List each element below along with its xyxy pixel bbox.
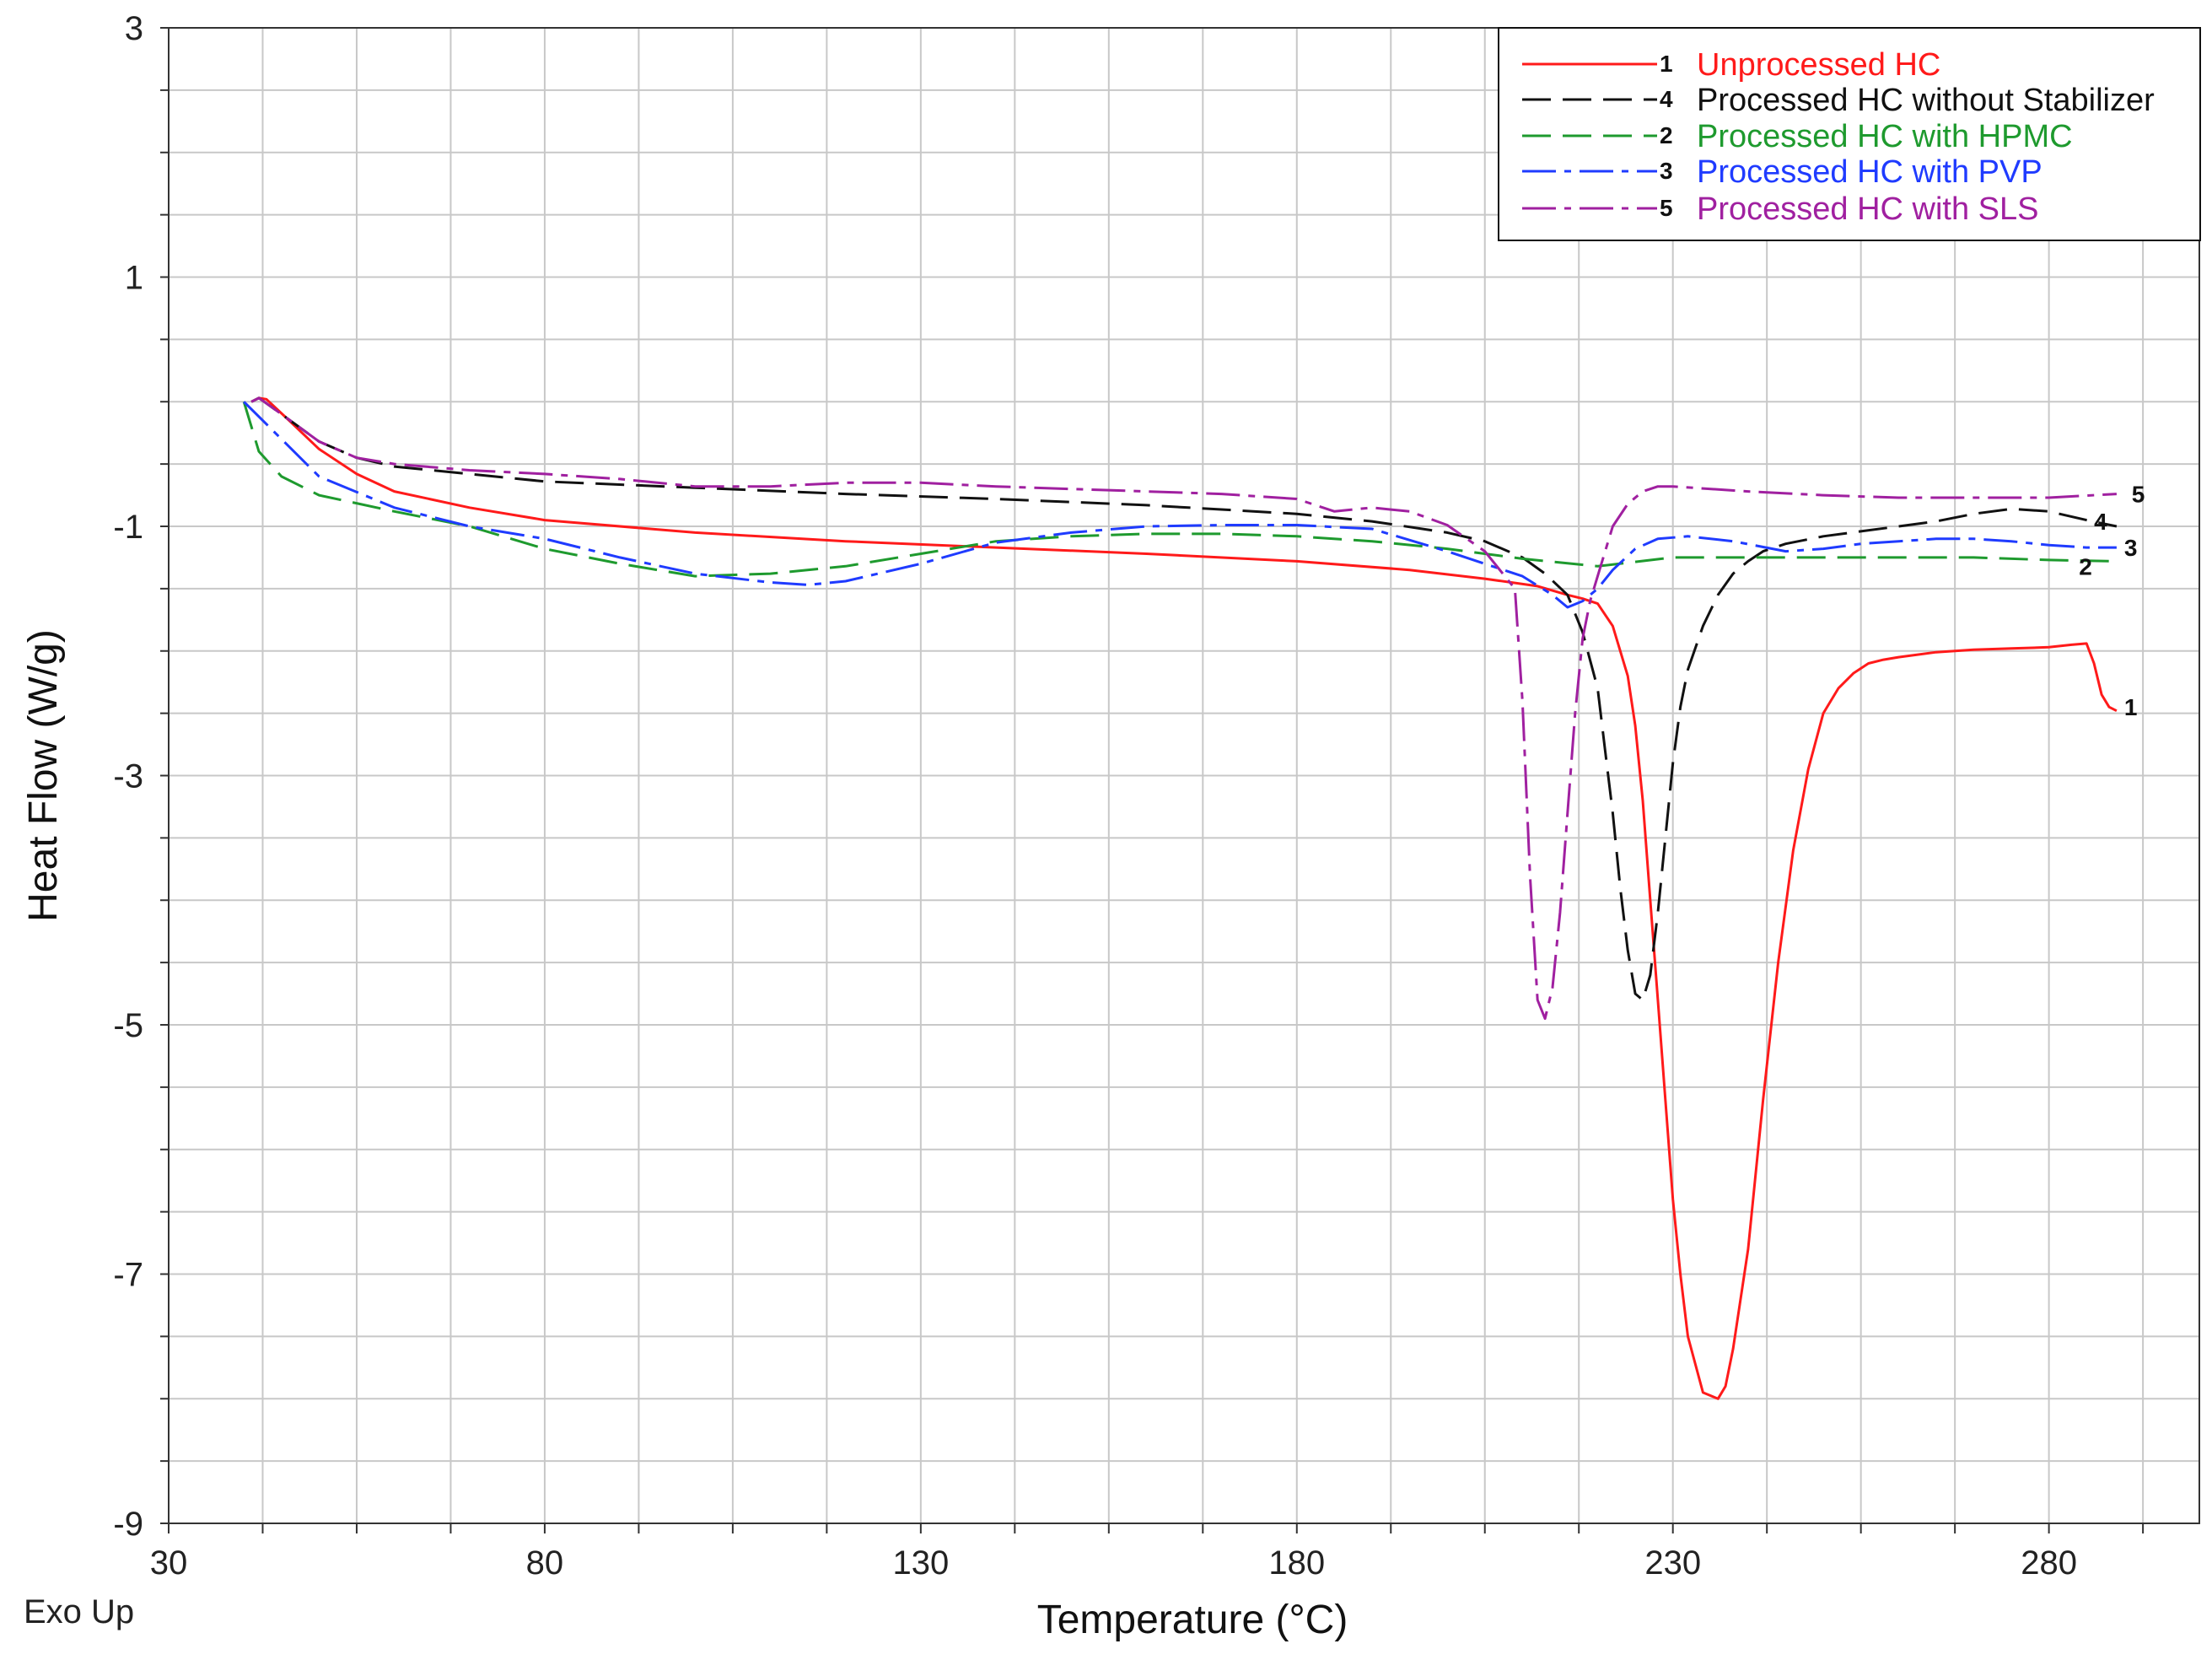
y-tick-label: -9 (113, 1506, 143, 1543)
legend: 1 Unprocessed HC 4 Processed HC without Sta… (1498, 27, 2201, 241)
y-tick-label: 3 (125, 10, 143, 47)
y-tick-label: 1 (125, 260, 143, 297)
y-tick-label: -3 (113, 758, 143, 795)
legend-curve-number: 3 (1660, 158, 1673, 184)
y-tick-label: -5 (113, 1007, 143, 1044)
exo-up-note: Exo Up (24, 1593, 134, 1630)
series-line-4 (243, 401, 2117, 609)
legend-label: Processed HC with SLS (1697, 191, 2039, 227)
x-tick-label: 230 (1644, 1544, 1701, 1582)
series-line-1 (250, 396, 2118, 1400)
curve-number-label: 2 (2079, 553, 2092, 579)
x-tick-label: 130 (892, 1544, 949, 1582)
legend-label: Processed HC with PVP (1697, 154, 2042, 190)
x-tick-label: 30 (150, 1544, 188, 1582)
legend-label: Unprocessed HC (1697, 47, 1940, 83)
legend-label: Processed HC without Stabilizer (1697, 83, 2155, 118)
legend-curve-number: 2 (1660, 122, 1673, 148)
series-layer (242, 396, 2118, 1400)
x-tick-label: 80 (526, 1544, 564, 1582)
x-axis-title: Temperature (°C) (1037, 1598, 1348, 1642)
legend-label: Processed HC with HPMC (1697, 119, 2073, 154)
curve-labels: 1 2 345 (2079, 482, 2145, 721)
x-tick-label: 180 (1268, 1544, 1325, 1582)
legend-curve-number: 5 (1660, 195, 1673, 221)
y-tick-label: -7 (113, 1257, 143, 1294)
curve-number-label: 3 (2124, 535, 2138, 561)
axes: 30 80 130 180 230 280 3 1 -1 -3 -5 -7 -9 (113, 10, 2200, 1582)
curve-number-label: 1 (2124, 694, 2138, 720)
legend-curve-number: 4 (1660, 86, 1673, 112)
legend-curve-number: 1 (1660, 51, 1673, 77)
y-axis-title: Heat Flow (W/g) (21, 629, 66, 922)
curve-number-label: 5 (2132, 482, 2145, 508)
series-line-2 (250, 396, 2118, 1001)
x-tick-label: 280 (2021, 1544, 2077, 1582)
series-line-5 (250, 396, 2117, 1021)
series-line-3 (242, 401, 2117, 578)
curve-number-label: 4 (2094, 509, 2107, 535)
y-tick-label: -1 (113, 509, 143, 546)
